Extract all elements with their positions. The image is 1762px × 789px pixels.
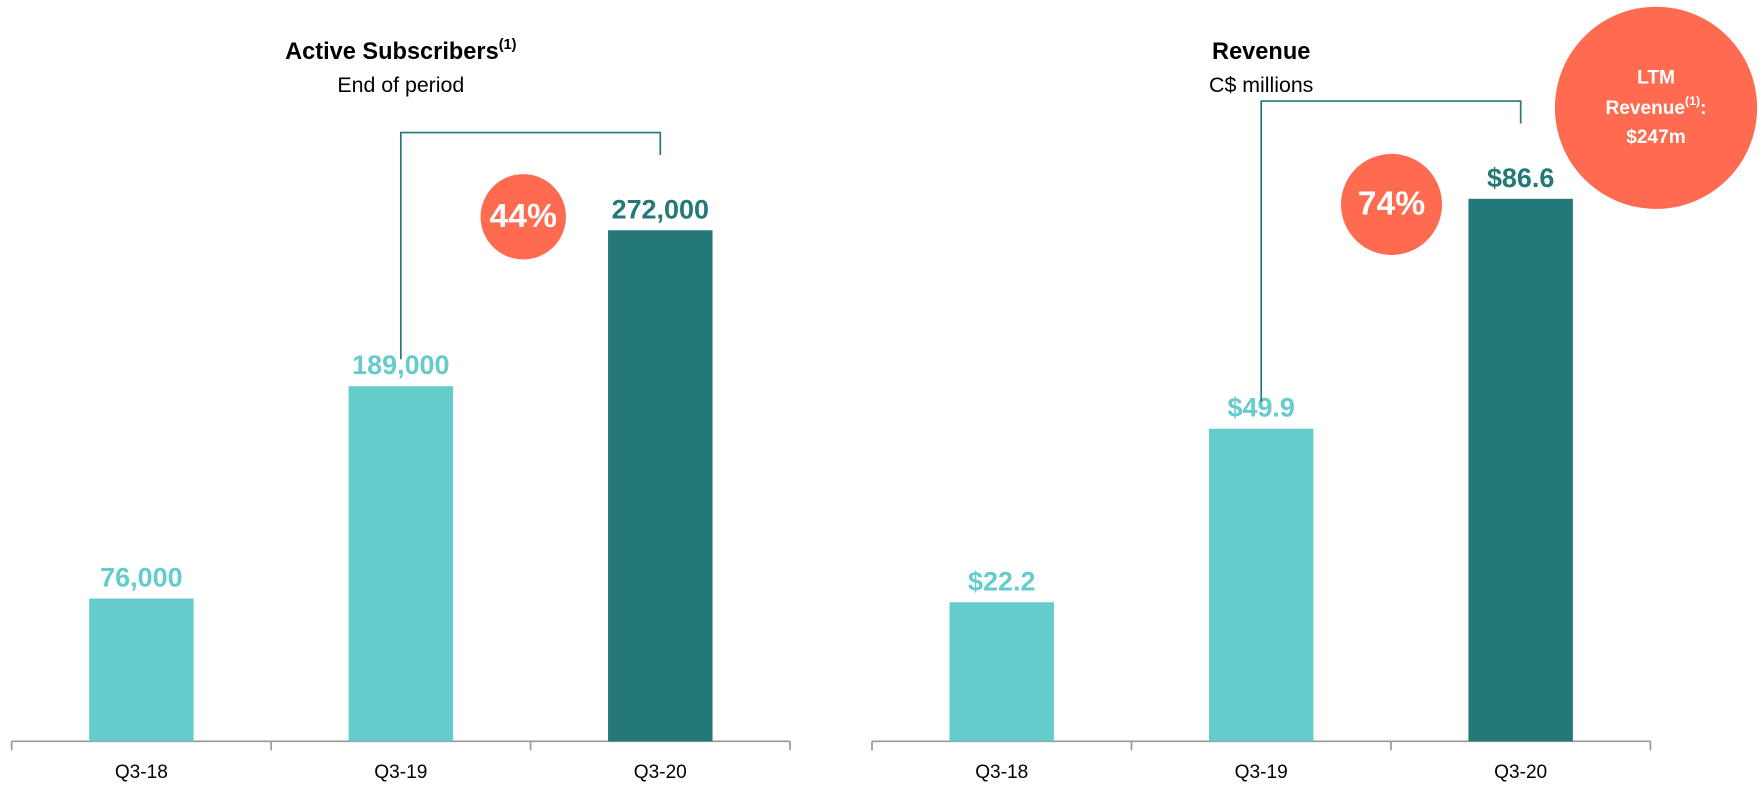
bar: [89, 598, 194, 742]
bar: [608, 230, 713, 742]
x-tick-label: Q3-19: [374, 762, 427, 783]
title-text: Active Subscribers: [285, 38, 499, 64]
data-label: $86.6: [1487, 163, 1554, 193]
bar: [1208, 428, 1314, 742]
bar: [348, 386, 454, 742]
growth-label: 74%: [1358, 185, 1425, 222]
callout-text: Revenue: [1606, 98, 1686, 119]
data-label: 272,000: [612, 194, 709, 224]
bar: [1468, 198, 1573, 742]
data-label: 76,000: [100, 563, 182, 593]
x-tick-label: Q3-20: [634, 762, 687, 783]
bar: [949, 602, 1054, 742]
growth-label: 44%: [490, 198, 557, 235]
growth-bracket: [1260, 100, 1522, 402]
x-tick-label: Q3-18: [975, 762, 1028, 783]
callout-text: :: [1700, 98, 1706, 119]
callout-line: Revenue(1):: [1606, 94, 1707, 119]
x-tick-label: Q3-18: [115, 762, 168, 783]
chart-subtitle: End of period: [337, 73, 464, 97]
chart-title: Active Subscribers(1): [285, 37, 517, 64]
growth-bracket: [399, 131, 662, 360]
callout-line: $247m: [1626, 127, 1685, 148]
title-text: Revenue: [1212, 38, 1310, 64]
callout-superscript: (1): [1685, 94, 1700, 108]
callout-badge: [1554, 6, 1758, 209]
callout-line: LTM: [1637, 68, 1675, 89]
chart-title: Revenue: [1212, 38, 1310, 64]
x-tick-label: Q3-20: [1494, 762, 1547, 783]
title-superscript: (1): [499, 37, 517, 53]
growth-badge: [480, 174, 566, 260]
data-label: $22.2: [968, 566, 1035, 596]
growth-badge: [1340, 153, 1443, 255]
chart-subtitle: C$ millions: [1209, 73, 1313, 97]
x-tick-label: Q3-19: [1235, 762, 1288, 783]
